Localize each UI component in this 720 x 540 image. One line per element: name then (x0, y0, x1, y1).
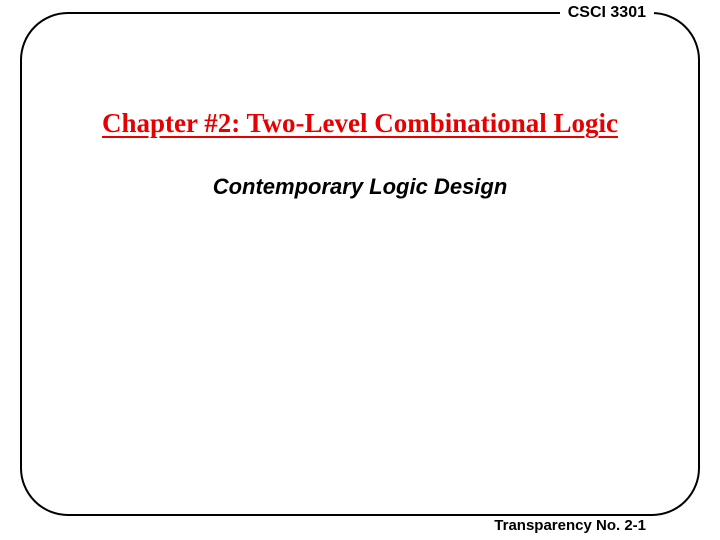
transparency-number: Transparency No. 2-1 (486, 517, 654, 534)
slide-frame (20, 12, 700, 516)
chapter-title: Chapter #2: Two-Level Combinational Logi… (0, 108, 720, 139)
slide-subtitle: Contemporary Logic Design (0, 174, 720, 200)
course-code-label: CSCI 3301 (560, 4, 654, 22)
